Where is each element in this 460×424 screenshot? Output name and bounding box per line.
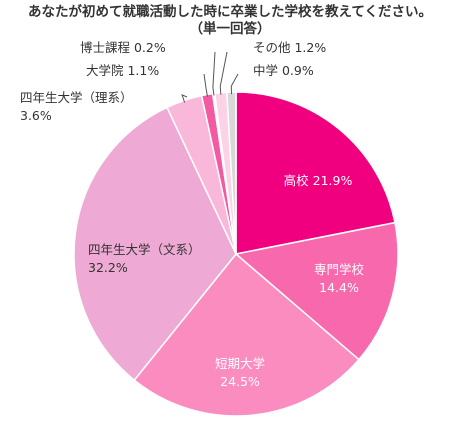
slice-4-label: 四年生大学（文系）	[88, 242, 201, 257]
leader-lines	[181, 51, 239, 103]
slice-5-leader-line	[181, 94, 188, 103]
slice-5-label: 四年生大学（理系）	[20, 90, 133, 105]
slice-9-label: 中学 0.9%	[253, 63, 314, 78]
pie-slices	[73, 91, 399, 417]
slice-4-value: 32.2%	[88, 260, 128, 275]
slice-labels: 高校 21.9% 専門学校 14.4% 短期大学 24.5% 四年生大学（文系） 32.2%…	[20, 40, 364, 389]
slice-7-label: 博士課程 0.2%	[80, 40, 166, 55]
slice-2-label: 専門学校	[314, 262, 365, 277]
slice-6-leader-line	[203, 73, 208, 97]
slice-1-label: 高校 21.9%	[284, 173, 353, 188]
slice-6-label: 大学院 1.1%	[86, 63, 159, 78]
slice-2-value: 14.4%	[319, 280, 359, 295]
slice-8-label: その他 1.2%	[253, 40, 326, 55]
slice-2-wedge	[234, 221, 399, 361]
slice-8-leader-line	[219, 51, 228, 95]
slice-9-leader-line	[230, 73, 239, 95]
slice-5-value: 3.6%	[20, 108, 52, 123]
chart-subtitle: （単一回答）	[189, 21, 271, 37]
slice-3-value: 24.5%	[220, 374, 260, 389]
chart-title: あなたが初めて就職活動した時に卒業した学校を教えてください。	[28, 4, 432, 20]
slice-4-wedge	[73, 106, 237, 382]
slice-3-wedge	[133, 252, 360, 417]
slice-3-label: 短期大学	[215, 356, 265, 371]
slice-1-wedge	[235, 91, 396, 255]
slice-7-leader-line	[212, 51, 216, 96]
